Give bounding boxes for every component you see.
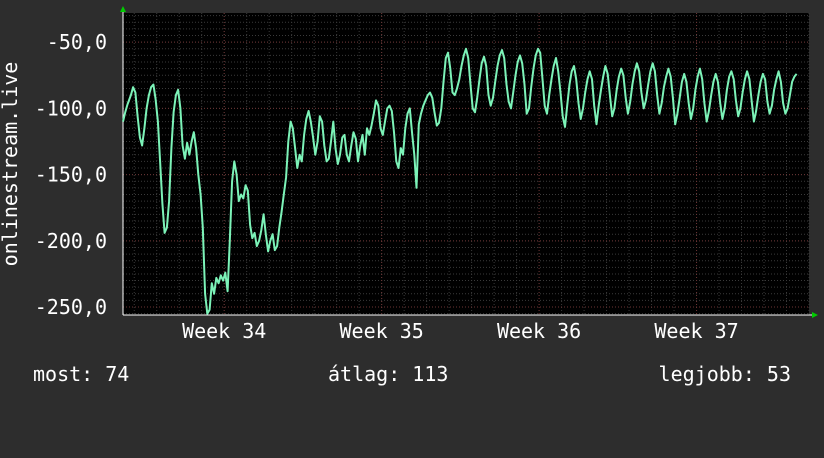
- series-line: [122, 47, 798, 315]
- stat-best-label: legjobb:: [658, 362, 755, 386]
- stat-best: legjobb: 53: [659, 362, 791, 386]
- y-tick-label: -200,0: [35, 229, 107, 253]
- y-axis-label: onlinestream.live: [0, 62, 22, 267]
- stat-average-value: 113: [412, 362, 449, 386]
- y-tick-label: -50,0: [47, 30, 107, 54]
- stat-now: most: 74: [33, 362, 129, 386]
- y-axis-arrow: [120, 6, 126, 12]
- y-tick-label: -250,0: [35, 295, 107, 319]
- x-tick-label: Week 37: [654, 319, 738, 343]
- series-layer: [122, 47, 798, 315]
- stats-bar: most: 74 átlag: 113 legjobb: 53: [0, 362, 824, 388]
- stat-now-label: most:: [33, 362, 94, 386]
- x-tick-label: Week 36: [497, 319, 581, 343]
- line-chart: -50,0 -100,0 -150,0 -200,0 -250,0 Week 34 Week…: [0, 6, 818, 343]
- x-tick-label: Week 34: [182, 319, 266, 343]
- x-tick-label: Week 35: [340, 319, 424, 343]
- stat-now-value: 74: [105, 362, 130, 386]
- axes: [120, 6, 818, 318]
- stat-average-label: átlag:: [328, 362, 401, 386]
- y-tick-label: -150,0: [35, 163, 107, 187]
- y-tick-label: -100,0: [35, 96, 107, 120]
- stat-average: átlag: 113: [328, 362, 448, 386]
- x-axis-arrow: [812, 312, 818, 318]
- stat-best-value: 53: [766, 362, 791, 386]
- tick-labels: -50,0 -100,0 -150,0 -200,0 -250,0 Week 34 Week…: [35, 30, 739, 343]
- plot-area: [123, 13, 809, 315]
